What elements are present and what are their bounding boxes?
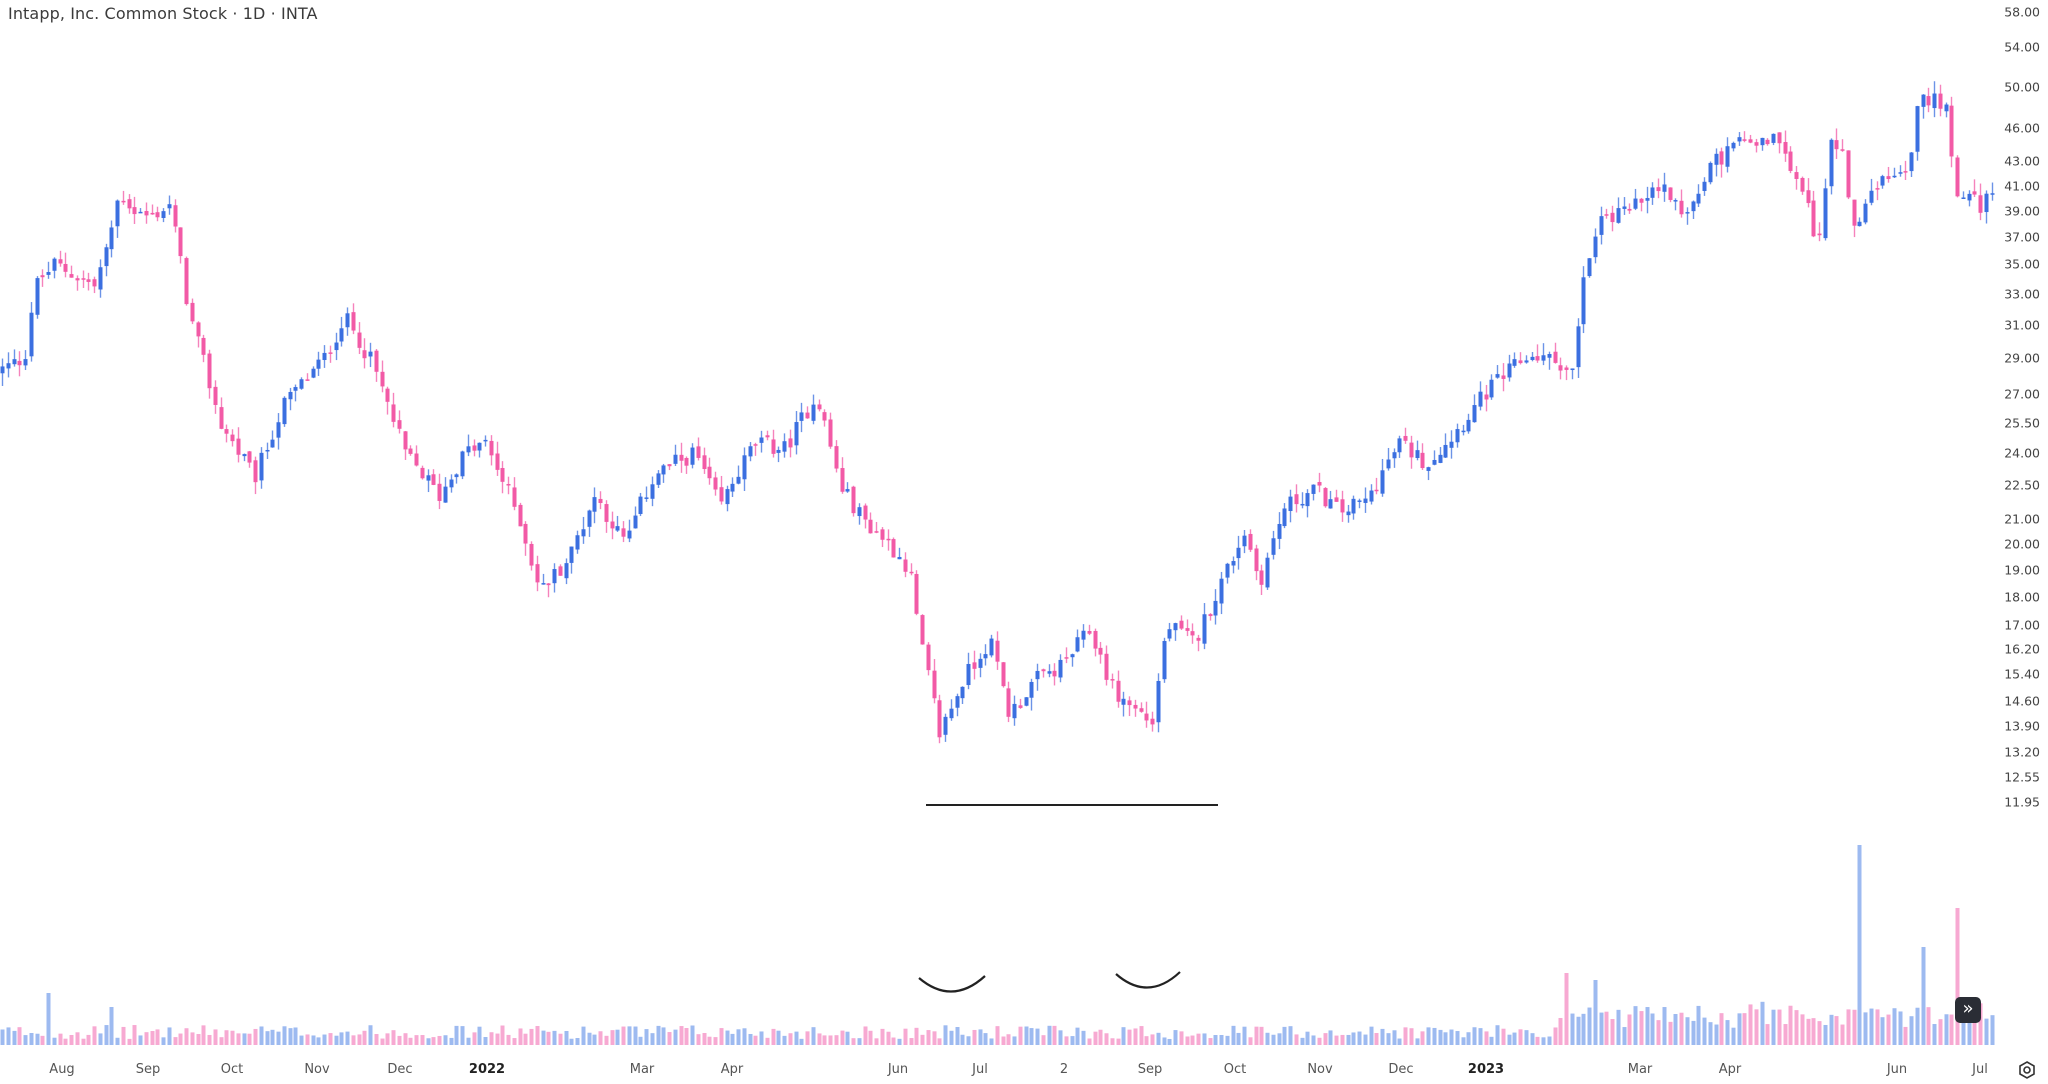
price-tick-label: 11.95: [2004, 794, 2040, 810]
scroll-to-realtime-button[interactable]: »: [1955, 997, 1981, 1023]
time-tick-label: 2023: [1467, 1062, 1505, 1077]
chart-settings-button[interactable]: [2017, 1060, 2037, 1080]
price-tick-label: 33.00: [2004, 286, 2040, 302]
price-tick-label: 18.00: [2004, 589, 2040, 605]
time-tick-label: Jun: [1886, 1062, 1908, 1077]
time-tick-label: Dec: [1388, 1062, 1414, 1077]
bottom-arc-annotation[interactable]: [918, 975, 986, 993]
candlesticks: [0, 81, 1995, 744]
price-tick-label: 14.60: [2004, 693, 2040, 709]
time-tick-label: Apr: [1718, 1062, 1742, 1077]
time-tick-label: Sep: [1137, 1062, 1163, 1077]
price-tick-label: 15.40: [2004, 666, 2040, 682]
price-tick-label: 12.55: [2004, 769, 2040, 785]
price-tick-label: 43.00: [2004, 153, 2040, 169]
price-tick-label: 41.00: [2004, 178, 2040, 194]
time-tick-label: Jul: [972, 1062, 988, 1077]
price-tick-label: 31.00: [2004, 317, 2040, 333]
time-tick-label: Jun: [887, 1062, 909, 1077]
price-tick-label: 46.00: [2004, 120, 2040, 136]
time-tick-label: Nov: [304, 1062, 330, 1077]
time-tick-label: Mar: [1627, 1062, 1653, 1077]
price-tick-label: 22.50: [2004, 477, 2040, 493]
time-tick-label: Sep: [135, 1062, 161, 1077]
price-tick-label: 50.00: [2004, 79, 2040, 95]
price-tick-label: 13.90: [2004, 718, 2040, 734]
price-tick-label: 58.00: [2004, 4, 2040, 20]
time-tick-label: Nov: [1307, 1062, 1333, 1077]
price-tick-label: 25.50: [2004, 415, 2040, 431]
price-tick-label: 27.00: [2004, 386, 2040, 402]
pattern-annotations[interactable]: [918, 804, 1218, 993]
time-tick-label: Oct: [220, 1062, 244, 1077]
price-tick-label: 29.00: [2004, 350, 2040, 366]
price-tick-label: 20.00: [2004, 536, 2040, 552]
price-tick-label: 17.00: [2004, 617, 2040, 633]
time-tick-label: Apr: [720, 1062, 744, 1077]
price-tick-label: 16.20: [2004, 641, 2040, 657]
price-tick-label: 13.20: [2004, 744, 2040, 760]
time-tick-label: Jul: [1972, 1062, 1988, 1077]
price-tick-label: 21.00: [2004, 511, 2040, 527]
price-tick-label: 37.00: [2004, 229, 2040, 245]
volume-bars: [0, 845, 1995, 1045]
time-tick-label: 2: [1059, 1062, 1069, 1077]
price-tick-label: 19.00: [2004, 562, 2040, 578]
time-tick-label: 2022: [468, 1062, 506, 1077]
price-tick-label: 35.00: [2004, 256, 2040, 272]
time-tick-label: Aug: [49, 1062, 75, 1077]
chart-title: Intapp, Inc. Common Stock · 1D · INTA: [8, 4, 318, 23]
bottom-arc-annotation[interactable]: [1115, 971, 1181, 989]
time-tick-label: Mar: [629, 1062, 655, 1077]
price-tick-label: 54.00: [2004, 39, 2040, 55]
time-tick-label: Dec: [387, 1062, 413, 1077]
time-tick-label: Oct: [1223, 1062, 1247, 1077]
price-tick-label: 24.00: [2004, 445, 2040, 461]
double-chevron-right-icon: »: [1962, 998, 1974, 1019]
gear-icon: [2019, 1061, 2035, 1079]
price-tick-label: 39.00: [2004, 203, 2040, 219]
